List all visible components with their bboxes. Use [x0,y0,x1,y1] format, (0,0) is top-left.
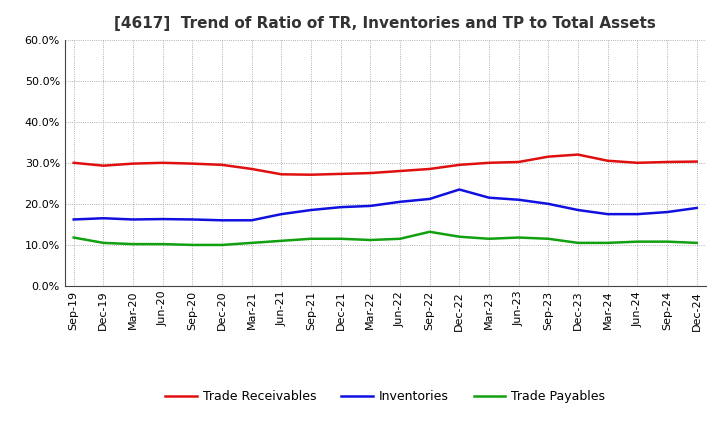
Trade Payables [426,229,434,235]
Inventories [426,196,434,202]
Trade Receivables [336,171,345,176]
Trade Payables [248,240,256,246]
Trade Payables [129,242,138,247]
Trade Payables [396,236,405,242]
Inventories [603,212,612,217]
Inventories [662,209,671,215]
Inventories [188,217,197,222]
Line: Trade Receivables: Trade Receivables [73,154,697,175]
Trade Payables [574,240,582,246]
Trade Receivables [603,158,612,163]
Trade Receivables [544,154,553,159]
Inventories [514,197,523,202]
Trade Payables [69,235,78,240]
Inventories [544,201,553,206]
Trade Receivables [426,166,434,172]
Line: Inventories: Inventories [73,190,697,220]
Inventories [633,212,642,217]
Trade Payables [662,239,671,244]
Trade Receivables [455,162,464,168]
Trade Receivables [485,160,493,165]
Trade Receivables [158,160,167,165]
Inventories [277,212,286,217]
Inventories [307,207,315,213]
Inventories [248,218,256,223]
Inventories [366,203,374,209]
Trade Payables [603,240,612,246]
Line: Trade Payables: Trade Payables [73,232,697,245]
Trade Payables [277,238,286,243]
Inventories [693,205,701,211]
Trade Payables [188,242,197,248]
Trade Payables [158,242,167,247]
Trade Receivables [217,162,226,168]
Trade Payables [217,242,226,248]
Inventories [485,195,493,200]
Trade Payables [307,236,315,242]
Title: [4617]  Trend of Ratio of TR, Inventories and TP to Total Assets: [4617] Trend of Ratio of TR, Inventories… [114,16,656,32]
Trade Receivables [514,159,523,165]
Trade Receivables [662,159,671,165]
Inventories [99,216,108,221]
Trade Payables [366,237,374,242]
Trade Payables [544,236,553,242]
Inventories [396,199,405,205]
Inventories [217,218,226,223]
Legend: Trade Receivables, Inventories, Trade Payables: Trade Receivables, Inventories, Trade Pa… [161,385,610,408]
Trade Receivables [188,161,197,166]
Inventories [129,217,138,222]
Trade Payables [693,240,701,246]
Trade Receivables [307,172,315,177]
Trade Payables [99,240,108,246]
Trade Receivables [633,160,642,165]
Inventories [574,207,582,213]
Trade Receivables [366,170,374,176]
Trade Payables [633,239,642,244]
Trade Receivables [99,163,108,169]
Trade Receivables [693,159,701,164]
Trade Payables [485,236,493,242]
Inventories [158,216,167,222]
Trade Receivables [69,160,78,165]
Trade Payables [455,234,464,239]
Inventories [455,187,464,192]
Trade Payables [336,236,345,242]
Trade Receivables [129,161,138,166]
Trade Receivables [277,172,286,177]
Trade Receivables [396,169,405,174]
Inventories [69,217,78,222]
Trade Payables [514,235,523,240]
Trade Receivables [574,152,582,157]
Trade Receivables [248,166,256,172]
Inventories [336,205,345,210]
